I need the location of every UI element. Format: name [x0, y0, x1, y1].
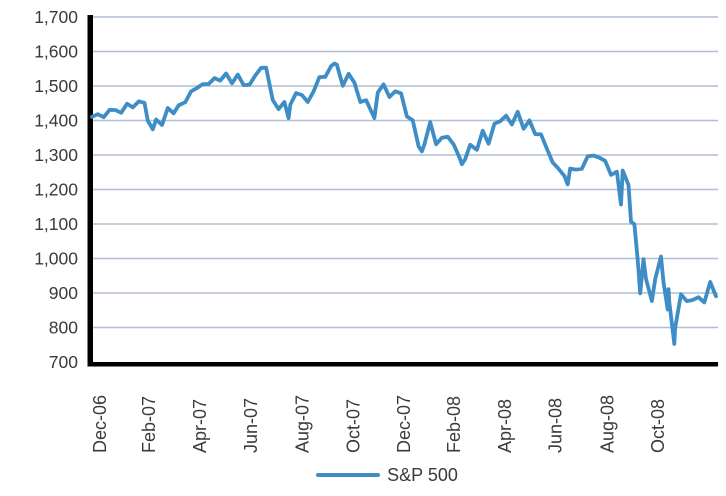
x-axis-tick-label: Feb-07: [139, 396, 159, 453]
y-axis-tick-label: 800: [49, 318, 78, 338]
x-axis-tick-label: Jun-07: [241, 398, 261, 453]
y-axis-tick-label: 1,200: [34, 180, 78, 200]
y-axis-tick-label: 1,700: [34, 7, 78, 27]
x-axis-tick-label: Aug-08: [597, 395, 617, 453]
legend-label: S&P 500: [387, 465, 458, 485]
y-axis-tick-label: 900: [49, 283, 78, 303]
x-axis-tick-label: Oct-07: [343, 399, 363, 453]
x-axis-tick-label: Oct-08: [648, 399, 668, 453]
x-axis-tick-label: Feb-08: [444, 396, 464, 453]
y-axis-tick-label: 1,600: [34, 42, 78, 62]
legend-line-swatch: [316, 472, 381, 478]
y-axis-tick-label: 1,300: [34, 145, 78, 165]
y-axis-tick-label: 1,500: [34, 76, 78, 96]
chart-plot-svg: 700 800 900 1,000 1,100 1,200 1,300 1,400 1,500 1…: [34, 7, 718, 453]
x-axis-spine: [87, 362, 718, 367]
x-axis-tick-label: Aug-07: [292, 395, 312, 453]
x-axis-tick-label: Dec-07: [394, 395, 414, 453]
x-axis-tick-label: Dec-06: [90, 395, 110, 453]
x-axis-tick-label: Apr-08: [495, 399, 515, 453]
y-axis-spine: [87, 15, 93, 367]
sp500-series-line: [90, 61, 718, 346]
x-axis-tick-label: Jun-08: [546, 398, 566, 453]
y-axis-tick-label: 700: [49, 352, 78, 372]
x-axis-tick-label: Apr-07: [190, 399, 210, 453]
y-axis-tick-label: 1,100: [34, 214, 78, 234]
y-axis-tick-label: 1,400: [34, 111, 78, 131]
y-axis-tick-label: 1,000: [34, 249, 78, 269]
chart-legend: S&P 500: [24, 456, 726, 494]
